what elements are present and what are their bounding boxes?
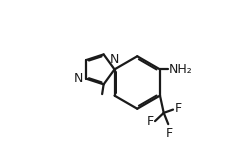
Text: N: N [110,53,119,66]
Text: NH₂: NH₂ [169,63,193,76]
Text: F: F [146,115,153,128]
Text: F: F [175,102,182,115]
Text: N: N [74,72,83,85]
Text: F: F [165,127,173,140]
